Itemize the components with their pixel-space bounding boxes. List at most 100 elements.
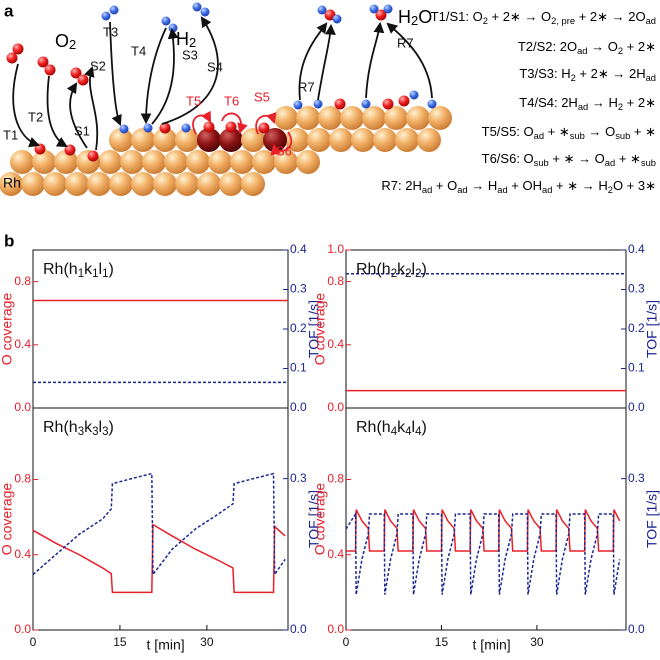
hydrogen-atom [119,124,129,134]
hydrogen-atom [332,14,342,24]
oxygen-atom [159,122,171,134]
oxygen-atom [70,67,82,79]
text-segment: Rh(h [356,261,391,278]
x-tick-label: 0 [343,635,350,649]
text-segment: k [397,419,406,436]
rh-atom [32,150,56,174]
x-tick-label: 30 [530,635,544,649]
text-segment: ad [534,131,544,141]
text-segment: + ∗ → H [552,178,607,193]
oxygen-atom [6,52,18,64]
text-segment: H [176,29,189,49]
rh-atom [142,150,166,174]
rh-atom [87,172,111,196]
data-line [345,511,621,595]
text-segment: Rh(h [43,419,78,436]
text-segment: 2 [483,16,488,26]
text-segment: + ∗ [615,151,641,166]
subplot-title: Rh(h3k3l3) [43,419,114,438]
y-axis-label: O coverage [312,483,328,556]
step-label: T5 [186,93,201,108]
text-segment: 2, pre [551,16,575,26]
oxygen-atom [382,98,394,110]
y-axis-label: O coverage [0,293,15,366]
step-label: T6 [224,93,239,108]
y-axis-label: O coverage [0,483,15,556]
species-label: H2O [398,7,432,29]
oxygen-atom [12,43,24,55]
text-segment: k [84,261,93,278]
equation: T3/S3: H2 + 2∗ → 2Had [519,66,656,83]
text-segment: ad [457,185,467,195]
text-segment: ad [577,46,587,56]
text-segment: → O [585,124,615,139]
rh-atom [109,172,133,196]
oxygen-atom [44,64,56,76]
rh-atom [296,106,320,130]
text-segment: + 2∗ [623,95,656,110]
y-tick-label: 0.8 [327,274,344,288]
y2-tick-label: 0.0 [290,622,307,636]
equation: R7: 2Had + Oad → Had + OHad + ∗ → H2O + … [381,178,656,195]
y-tick-label: 0.4 [327,337,344,351]
equation: T5/S5: Oad + ∗sub → Osub + ∗ [482,124,656,141]
text-segment: 2 [189,35,196,50]
text-segment: O [418,7,432,27]
text-segment: 2 [618,46,623,56]
text-segment: + ∗ [630,124,656,139]
y-tick-label: 1.0 [327,242,344,256]
text-segment: + 2∗ → O [488,9,551,24]
text-segment: ) [421,419,426,436]
text-segment: k [84,419,93,436]
hydrogen-atom [101,11,111,21]
step-label: S3 [182,47,198,62]
rh-atom [186,150,210,174]
subplot-title: Rh(h2k2l2) [356,261,427,280]
rh-atom [351,128,375,152]
text-segment: ad [646,73,656,83]
step-label: S5 [254,89,270,104]
text-segment: 4 [405,426,412,438]
rh-atom [0,172,23,196]
hydrogen-atom [317,5,327,15]
y-axis-label: O coverage [312,293,328,366]
species-label: O2 [55,31,76,53]
step-label: S6 [276,143,292,158]
charts: 0.00.40.80.00.10.20.30.4Rh(h1k1l1)O cove… [0,242,660,653]
text-segment: T2/S2: 2O [518,39,577,54]
text-segment: → H [588,95,618,110]
text-segment: + 2∗ → 2H [576,66,646,81]
x-tick-label: 30 [200,635,214,649]
text-segment: 1 [102,268,108,280]
text-segment: 1 [78,268,84,280]
arrow [109,21,122,126]
rh-atom [406,106,430,130]
y2-tick-label: 0.3 [628,282,645,296]
plot-frame [32,407,289,631]
text-segment: 2 [608,185,613,195]
rh-atom [153,128,177,152]
text-segment: sub [615,131,630,141]
text-segment: T6/S6: O [482,151,534,166]
subplot-title: Rh(h4k4l4) [356,419,427,438]
text-segment: l [99,261,103,278]
text-segment: 3 [92,426,98,438]
hydrogen-atom [181,123,191,133]
rh-atom [318,106,342,130]
hydrogen-atom [361,99,371,109]
oxygen-atom [37,56,49,68]
x-tick-label: 0 [30,635,37,649]
equation: T6/S6: Osub + ∗ → Oad + ∗sub [482,151,656,168]
text-segment: 3 [102,426,108,438]
hydrogen-atom [109,5,119,15]
text-segment: T5/S5: O [482,124,534,139]
rh-atom [98,150,122,174]
arrow [84,65,99,151]
y2-axis-label: TOF [1/s] [644,300,660,358]
step-label: T1 [3,127,18,142]
text-segment: ad [497,185,507,195]
y2-tick-label: 0.4 [290,242,307,256]
text-segment: + 2∗ → 2O [575,9,646,24]
y2-axis-label: TOF [1/s] [306,300,322,358]
